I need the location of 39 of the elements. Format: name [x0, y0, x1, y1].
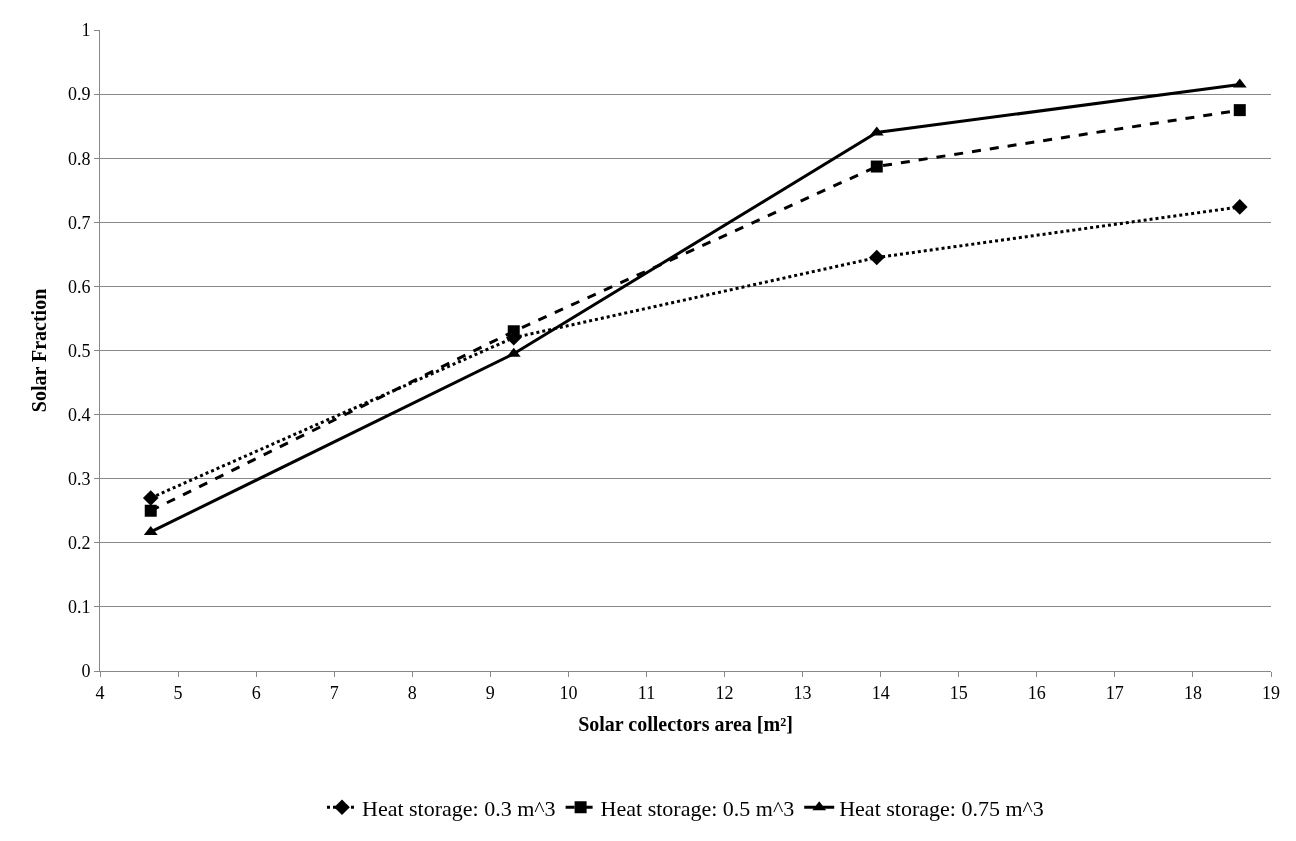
- y-tick-label: 0.1: [67, 597, 91, 618]
- y-tick-label: 0.8: [67, 148, 91, 169]
- x-tick-label: 4: [95, 682, 105, 703]
- y-tick-label: 1: [81, 20, 91, 41]
- x-tick-label: 8: [407, 682, 417, 703]
- point: [868, 249, 885, 266]
- y-tick-label: 0.5: [67, 340, 91, 361]
- y-tick-label: 0.9: [67, 84, 91, 105]
- x-tick-label: 13: [793, 682, 812, 703]
- x-tick-label: 18: [1183, 682, 1202, 703]
- y-tick-label: 0: [81, 661, 91, 682]
- x-tick-label: 19: [1262, 682, 1280, 703]
- x-tick-label: 14: [871, 682, 890, 703]
- point: [870, 160, 883, 173]
- point: [1233, 104, 1246, 117]
- y-tick-label: 0.7: [67, 212, 91, 233]
- legend-label: Heat storage: 0.5 m^3: [600, 795, 795, 821]
- x-axis-title: Solar collectors area [m²]: [578, 713, 793, 736]
- x-tick-label: 9: [485, 682, 495, 703]
- x-tick-label: 6: [251, 682, 261, 703]
- x-tick-label: 7: [329, 682, 339, 703]
- x-tick-label: 5: [173, 682, 183, 703]
- point: [144, 504, 157, 517]
- legend-label: Heat storage: 0.75 m^3: [839, 795, 1044, 821]
- y-tick-label: 0.6: [67, 276, 91, 297]
- x-tick-label: 12: [715, 682, 734, 703]
- x-tick-label: 10: [559, 682, 578, 703]
- y-tick-label: 0.3: [67, 469, 91, 489]
- x-tick-label: 11: [637, 682, 656, 703]
- y-tick-label: 0.2: [67, 533, 91, 554]
- legend-label: Heat storage: 0.3 m^3: [362, 795, 556, 821]
- point: [507, 325, 520, 338]
- x-tick-label: 15: [949, 682, 968, 703]
- y-axis-title: Solar Fraction: [28, 288, 51, 413]
- x-tick-label: 17: [1105, 682, 1124, 703]
- x-tick-label: 16: [1027, 682, 1046, 703]
- point: [142, 490, 159, 506]
- point: [1231, 199, 1248, 215]
- y-tick-label: 0.4: [67, 404, 91, 425]
